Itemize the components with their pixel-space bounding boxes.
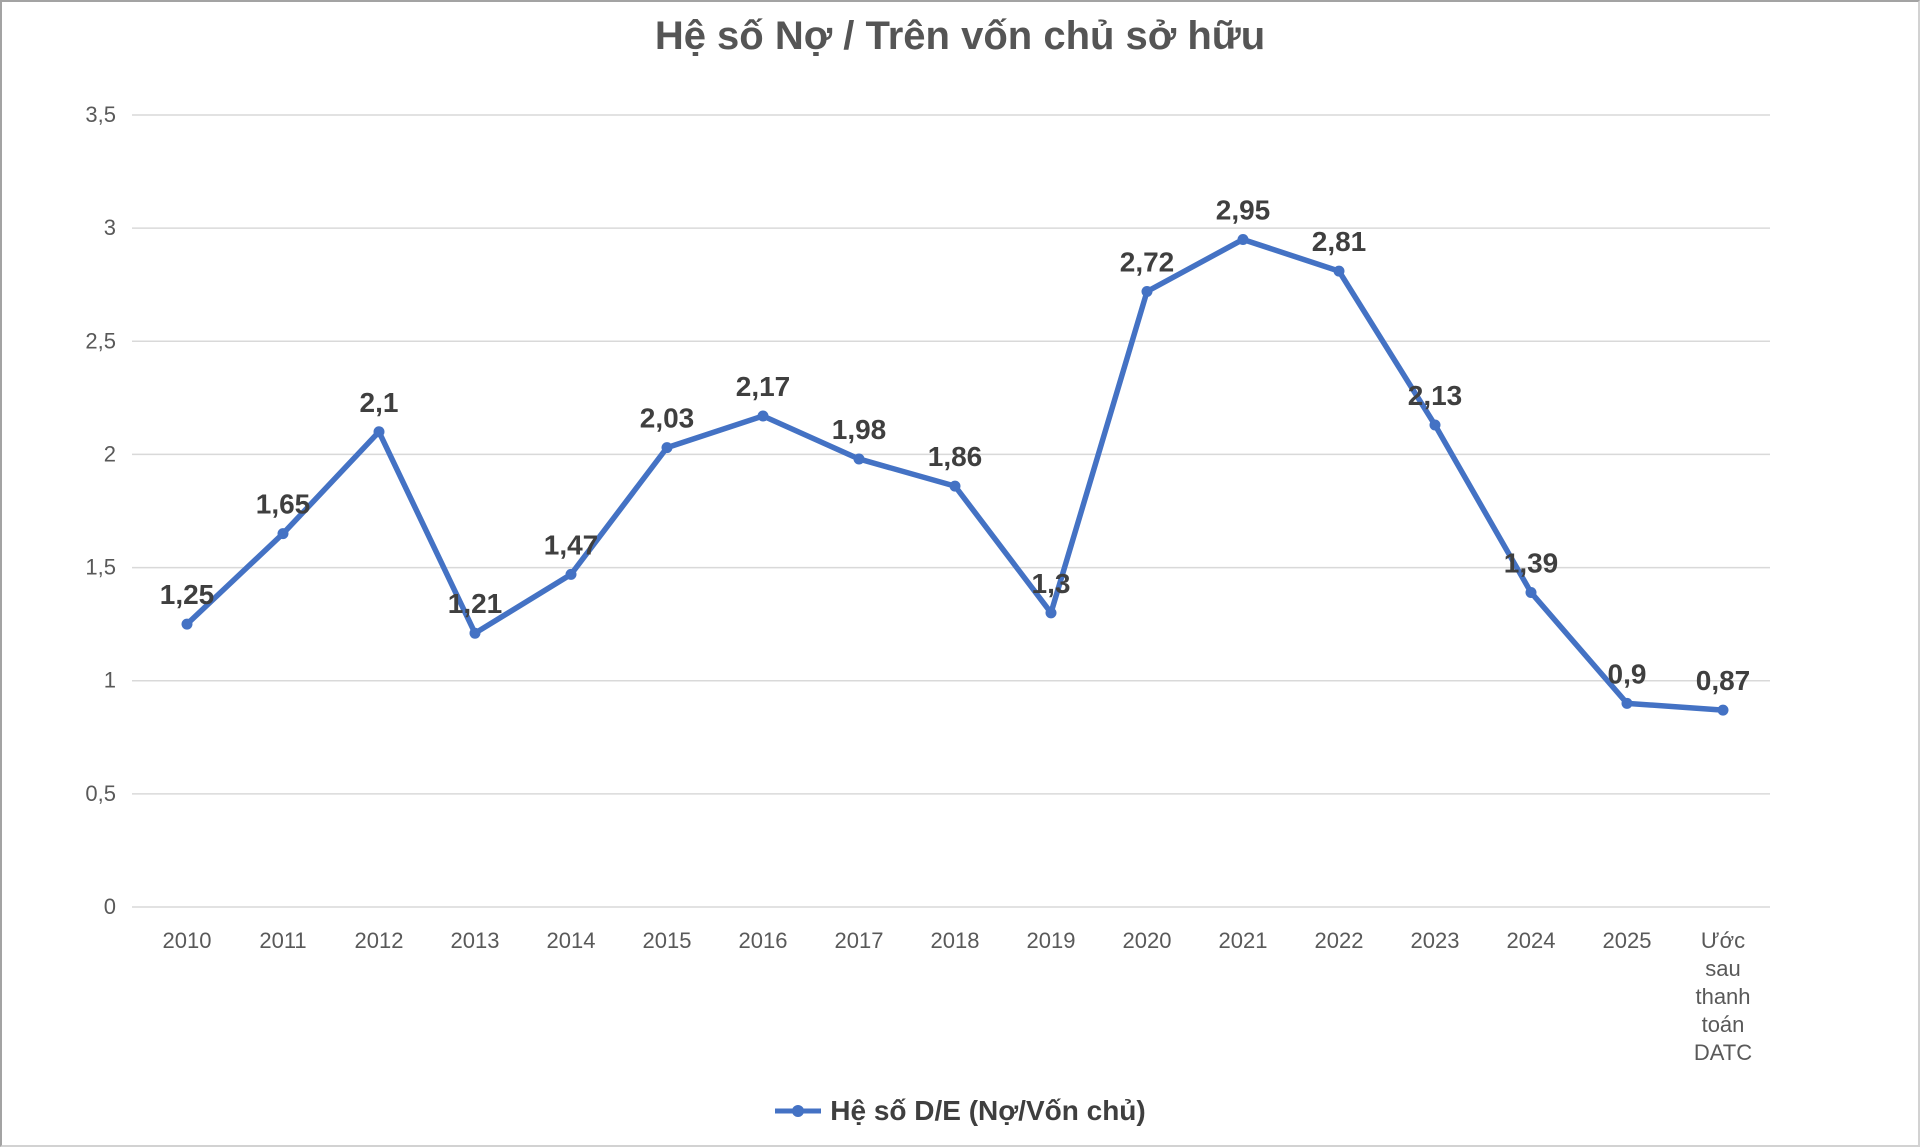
data-point-label: 2,03 (640, 403, 695, 434)
x-axis-tick-label: 2016 (739, 928, 788, 953)
data-point-label: 2,81 (1312, 226, 1367, 257)
series-line (184, 236, 1726, 713)
x-axis-tick-label: 2012 (355, 928, 404, 953)
data-point-marker (1237, 233, 1249, 245)
x-axis-tick-label: 2021 (1219, 928, 1268, 953)
data-point-marker (1525, 586, 1537, 598)
y-axis-tick-label: 2,5 (85, 328, 116, 353)
y-axis-tick-label: 1,5 (85, 555, 116, 580)
x-axis-tick-label: 2014 (547, 928, 596, 953)
x-axis-tick-label: 2020 (1123, 928, 1172, 953)
data-point-marker (181, 618, 193, 630)
data-point-marker (277, 528, 289, 540)
legend-series-label: Hệ số D/E (Nợ/Vốn chủ) (830, 1095, 1146, 1126)
data-point-marker (1045, 607, 1057, 619)
data-point-label: 0,87 (1696, 665, 1751, 696)
data-point-label: 2,95 (1216, 194, 1271, 225)
data-point-label: 1,21 (448, 588, 503, 619)
x-axis-tick-label: 2019 (1027, 928, 1076, 953)
x-axis-tick-label: 2011 (259, 928, 306, 953)
y-axis-tick-label: 0 (104, 894, 116, 919)
data-point-marker (949, 480, 961, 492)
y-axis-tick-label: 1 (104, 668, 116, 693)
x-axis-tick-label: Ước (1701, 928, 1745, 953)
x-axis-tick-label: thanh (1695, 984, 1750, 1009)
x-axis-tick-label: DATC (1694, 1040, 1752, 1065)
data-point-label: 0,9 (1608, 658, 1647, 689)
data-point-label: 2,13 (1408, 380, 1463, 411)
y-axis-tick-label: 2 (104, 441, 116, 466)
chart-legend: Hệ số D/E (Nợ/Vốn chủ) (2, 1095, 1918, 1127)
data-point-marker (757, 410, 769, 422)
data-point-label: 2,1 (360, 387, 399, 418)
x-axis-tick-label: toán (1702, 1012, 1745, 1037)
data-point-marker (1621, 697, 1633, 709)
data-point-label: 1,3 (1032, 568, 1071, 599)
legend-line-marker-icon (775, 1105, 822, 1117)
x-axis-tick-label: 2023 (1411, 928, 1460, 953)
data-point-marker (469, 627, 481, 639)
x-axis-tick-label: 2024 (1507, 928, 1556, 953)
data-point-label: 1,65 (256, 489, 311, 520)
x-axis-tick-label: 2013 (451, 928, 500, 953)
y-axis-tick-label: 0,5 (85, 781, 116, 806)
y-axis-tick-label: 3,5 (85, 102, 116, 127)
data-point-label: 1,39 (1504, 547, 1559, 578)
data-point-label: 1,86 (928, 441, 983, 472)
chart-title: Hệ số Nợ / Trên vốn chủ sở hữu (654, 14, 1266, 58)
x-axis-tick-label: 2025 (1603, 928, 1652, 953)
x-axis-tick-label: 2018 (931, 928, 980, 953)
data-point-marker (565, 568, 577, 580)
x-axis-tick-label: sau (1705, 956, 1740, 981)
data-point-marker (661, 442, 673, 454)
data-point-label: 1,47 (544, 529, 599, 560)
data-point-label: 1,25 (160, 579, 215, 610)
x-axis-tick-label: 2022 (1315, 928, 1364, 953)
x-axis-tick-label: 2017 (835, 928, 884, 953)
x-axis-tick-label: 2010 (163, 928, 212, 953)
data-point-marker (373, 426, 385, 438)
x-axis-tick-label: 2015 (643, 928, 692, 953)
data-point-label: 2,17 (736, 371, 791, 402)
data-point-label: 2,72 (1120, 247, 1175, 278)
data-point-label: 1,98 (832, 414, 887, 445)
y-axis-tick-label: 3 (104, 215, 116, 240)
data-point-marker (1429, 419, 1441, 431)
data-point-marker (1333, 265, 1345, 277)
data-point-marker (1717, 704, 1729, 716)
data-point-marker (853, 453, 865, 465)
data-point-marker (1141, 286, 1153, 298)
